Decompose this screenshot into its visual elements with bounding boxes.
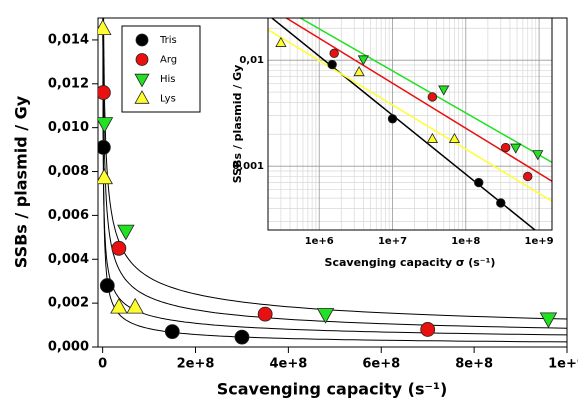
inset-x-tick-label: 1e+6: [305, 236, 334, 247]
legend-label: Arg: [160, 55, 177, 66]
point: [329, 48, 339, 59]
x-tick-label: 4e+8: [269, 357, 307, 372]
y-tick-label: 0,010: [48, 120, 89, 135]
inset-fit-line: [284, 18, 552, 182]
point: [126, 297, 144, 314]
x-tick-label: 1e+9: [548, 357, 578, 372]
legend-marker: [135, 53, 149, 66]
x-tick-label: 0: [98, 357, 107, 372]
fit-curve: [103, 18, 567, 320]
point: [257, 306, 273, 322]
x-tick-label: 6e+8: [362, 357, 400, 372]
point: [357, 55, 369, 66]
point: [420, 322, 436, 337]
inset-y-tick-label: 0,001: [232, 161, 264, 172]
x-tick-label: 2e+8: [177, 357, 215, 372]
point: [496, 198, 506, 208]
x-tick-label: 8e+8: [455, 357, 493, 372]
inset-y-axis-label: SSBs / plasmid / Gy: [231, 65, 244, 184]
y-tick-label: 0,004: [48, 252, 89, 267]
point: [316, 308, 335, 324]
point: [234, 329, 250, 345]
y-tick-label: 0,012: [48, 76, 89, 91]
y-axis-label: SSBs / plasmid / Gy: [12, 95, 31, 268]
point: [539, 312, 558, 329]
point: [98, 19, 112, 36]
legend-label: Lys: [160, 94, 176, 105]
point: [448, 132, 461, 143]
x-axis-label: Scavenging capacity (s⁻¹): [217, 380, 448, 399]
legend-box: [121, 25, 201, 113]
legend-label: His: [160, 74, 176, 85]
y-tick-label: 0,008: [48, 164, 89, 179]
point: [510, 143, 522, 154]
y-tick-label: 0,002: [48, 296, 89, 311]
point: [164, 324, 180, 340]
point: [117, 224, 135, 241]
point: [387, 114, 398, 124]
point: [427, 92, 438, 102]
y-tick-label: 0,014: [48, 32, 89, 47]
inset-x-tick-label: 1e+8: [451, 236, 480, 247]
main-plot: [98, 18, 567, 345]
inset-x-tick-label: 1e+9: [525, 236, 554, 247]
point: [275, 36, 287, 47]
point: [327, 59, 337, 70]
point: [98, 85, 111, 100]
point: [110, 297, 128, 314]
inset-plot: [268, 18, 552, 230]
point: [98, 168, 113, 185]
inset-y-tick-label: 0,01: [239, 55, 264, 66]
y-tick-label: 0,006: [48, 208, 89, 223]
inset-fit-line: [268, 29, 552, 202]
legend-marker: [134, 90, 150, 104]
inset-x-axis-label: Scavenging capacity σ (s⁻¹): [325, 256, 496, 269]
point: [523, 171, 533, 182]
point: [98, 140, 111, 155]
inset-fit-line: [298, 18, 552, 164]
point: [99, 278, 115, 293]
point: [474, 177, 484, 188]
y-tick-label: 0,000: [48, 340, 89, 355]
legend-marker: [135, 33, 149, 47]
point: [532, 150, 544, 161]
point: [426, 132, 439, 143]
inset-frame: [267, 17, 553, 231]
legend-marker: [134, 73, 150, 88]
point: [438, 85, 450, 96]
point: [111, 240, 127, 256]
point: [500, 142, 511, 153]
inset-x-tick-label: 1e+7: [378, 236, 407, 247]
legend-label: Tris: [159, 35, 177, 46]
point: [353, 65, 365, 77]
point: [98, 117, 114, 133]
